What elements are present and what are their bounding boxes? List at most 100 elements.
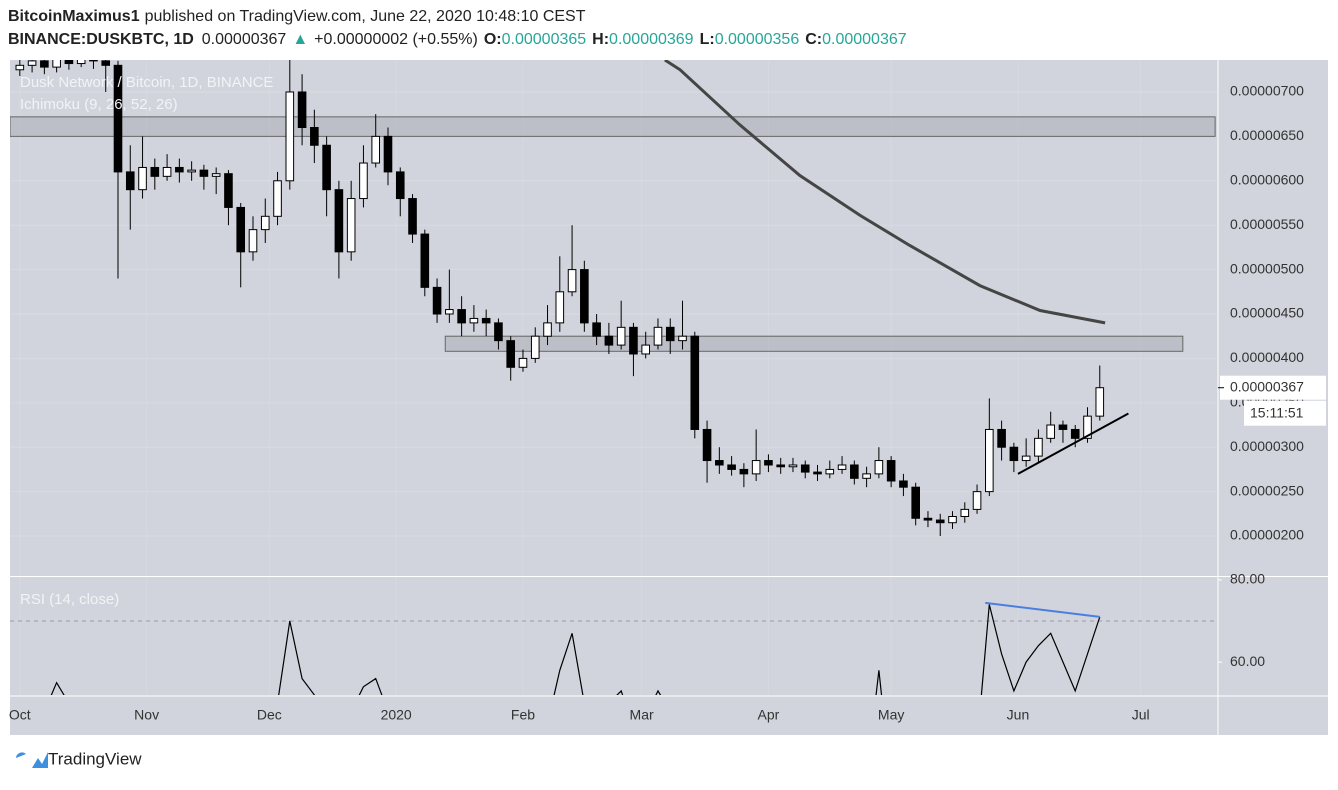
candle-body (543, 322, 552, 337)
x-tick-label: 2020 (381, 707, 412, 723)
rsi-line (50, 604, 1101, 695)
candle-body (727, 464, 736, 470)
candle-body (641, 344, 651, 355)
chart-title: Dusk Network / Bitcoin, 1D, BINANCE (20, 74, 273, 91)
candle-body (162, 166, 172, 177)
y-tick-label: 0.00000700 (1230, 83, 1304, 99)
candle-body (874, 460, 884, 475)
candle-body (948, 515, 957, 524)
y-tick-label: 0.00000200 (1230, 527, 1304, 543)
candle-body (751, 460, 761, 475)
change: +0.00000002 (+0.55%) (314, 31, 478, 48)
candle-body (788, 464, 798, 468)
countdown-box (1244, 400, 1326, 426)
candle-body (432, 286, 442, 315)
author: BitcoinMaximus1 (8, 8, 140, 25)
candle-body (837, 464, 847, 470)
x-tick-label: Nov (134, 707, 159, 723)
candle-body (1009, 446, 1019, 462)
candle-body (187, 169, 196, 173)
candle-body (616, 326, 626, 346)
candle-body (899, 480, 908, 488)
candle-body (506, 340, 516, 368)
candle-body (138, 166, 147, 191)
c-label: C: (805, 31, 822, 48)
candle-body (690, 335, 700, 430)
l-label: L: (700, 31, 715, 48)
candle-body (260, 215, 270, 231)
candle-body (125, 171, 135, 191)
candle-body (1021, 455, 1031, 462)
candle-body (555, 291, 565, 324)
last-price-label: 0.00000367 (1230, 378, 1304, 394)
x-tick-label: Feb (511, 707, 535, 723)
countdown: 15:11:51 (1250, 404, 1304, 420)
trendline (1017, 412, 1129, 475)
candle-body (592, 322, 601, 337)
price: 0.00000367 (202, 31, 287, 48)
candle-body (334, 189, 344, 253)
x-tick-label: Mar (630, 707, 654, 723)
candle-body (224, 173, 233, 208)
candle-body (395, 171, 405, 200)
indicator-label: Ichimoku (9, 26, 52, 26) (20, 96, 178, 113)
o-label: O: (484, 31, 502, 48)
x-tick-label: Dec (257, 707, 282, 723)
candle-body (567, 269, 577, 293)
candle-body (715, 460, 724, 466)
candle-body (76, 60, 86, 65)
y-tick-label: 0.00000250 (1230, 482, 1304, 498)
y-tick-label: 0.00000500 (1230, 260, 1304, 276)
brand: TradingView (48, 749, 142, 768)
candle-body (150, 166, 160, 177)
candle-body (273, 180, 282, 217)
y-tick-label: 0.00000400 (1230, 349, 1304, 365)
last-price-box (1220, 375, 1326, 400)
candle-body (1070, 428, 1080, 439)
y-tick-label: 0.00000550 (1230, 216, 1304, 232)
logo-icon (10, 752, 48, 768)
candle-body (518, 357, 528, 368)
candle-body (445, 309, 454, 315)
moving-average (664, 60, 1106, 325)
candle-body (1095, 387, 1105, 417)
candle-body (420, 233, 430, 288)
candle-body (653, 326, 663, 346)
candle-body (665, 326, 675, 342)
x-tick-label: Oct (9, 707, 31, 723)
candle-body (211, 173, 221, 177)
l-value: 0.00000356 (715, 31, 800, 48)
rsi-tick-label: 80.00 (1230, 571, 1265, 587)
header-line-2: BINANCE:DUSKBTC, 1D 0.00000367 ▲ +0.0000000… (8, 31, 907, 48)
chart-background (10, 60, 1328, 735)
arrow: ▲ (292, 31, 308, 48)
candle-body (310, 126, 319, 146)
rsi-label: RSI (14, close) (20, 591, 119, 608)
candle-body (481, 317, 491, 324)
y-tick-label: 0.00000600 (1230, 171, 1304, 187)
candle-body (15, 64, 25, 71)
published: published on TradingView.com, June 22, 2… (145, 8, 586, 25)
candle-body (886, 460, 896, 482)
candle-body (457, 309, 466, 324)
candle-body (371, 135, 381, 164)
header-line-1: BitcoinMaximus1 published on TradingView.… (8, 8, 586, 25)
candle-body (236, 206, 246, 253)
trendline (985, 601, 1100, 618)
candle-body (923, 517, 933, 521)
candle-body (1034, 437, 1043, 457)
candle-body (629, 326, 638, 355)
candle-body (825, 468, 835, 475)
candle-body (813, 471, 822, 475)
candle-body (935, 519, 945, 524)
candle-body (383, 135, 393, 173)
candle-body (27, 60, 37, 66)
c-value: 0.00000367 (822, 31, 907, 48)
candle-body (985, 428, 994, 493)
candle-body (530, 335, 540, 359)
candle-body (248, 229, 258, 253)
candle-body (346, 198, 356, 253)
candle-body (494, 322, 503, 342)
candle-body (1046, 424, 1055, 439)
